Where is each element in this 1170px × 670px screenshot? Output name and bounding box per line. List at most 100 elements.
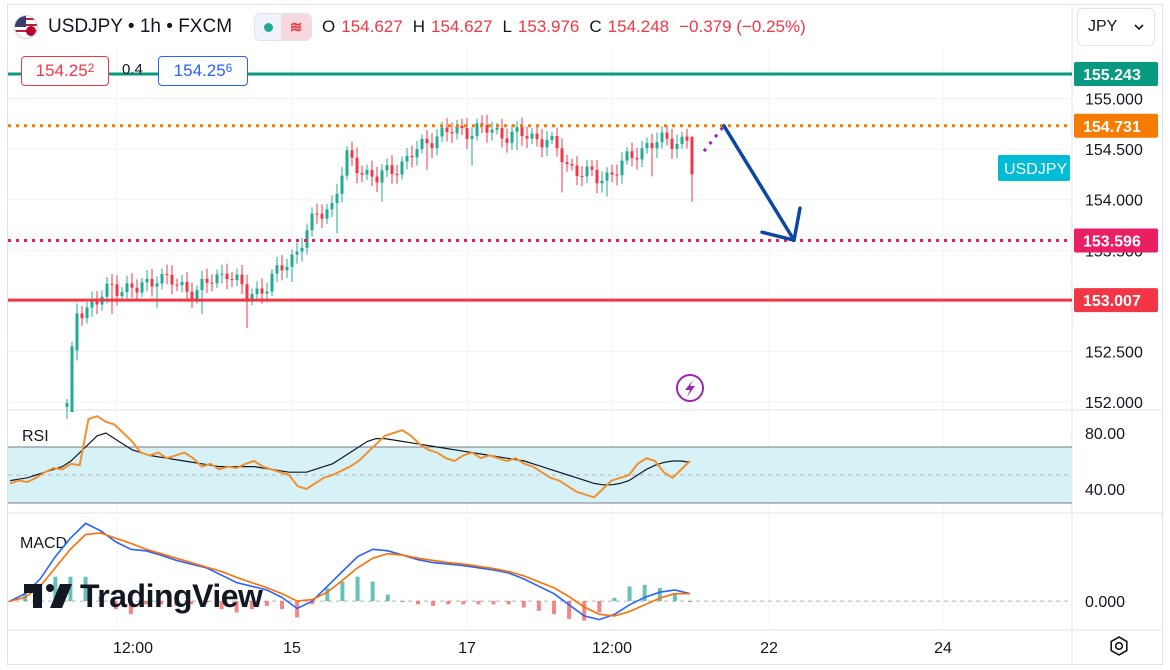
macd-axis-tick-label: 0.000 bbox=[1085, 594, 1125, 611]
candle-body bbox=[230, 279, 234, 281]
brand-logo[interactable]: TradingView bbox=[24, 578, 263, 614]
projection-arrow-head bbox=[760, 206, 802, 242]
macd-histogram-bar bbox=[385, 594, 390, 602]
macd-histogram-bar bbox=[310, 601, 315, 605]
macd-histogram-bar bbox=[567, 601, 572, 620]
candle-body bbox=[425, 138, 429, 144]
wave-icon: ≋ bbox=[281, 14, 312, 40]
market-status-pill[interactable]: ≋ bbox=[254, 13, 313, 41]
symbol-title[interactable]: USDJPY • 1h • FXCM bbox=[48, 16, 232, 38]
projection-arrow-line bbox=[722, 124, 796, 242]
candle-body bbox=[645, 143, 649, 149]
level-price-label: 153.596 bbox=[1083, 234, 1141, 251]
candle-body bbox=[240, 274, 244, 285]
macd-histogram-bar bbox=[68, 576, 73, 602]
candle-body bbox=[110, 283, 114, 285]
candle-body bbox=[420, 138, 424, 150]
level-price-badge bbox=[1074, 61, 1158, 86]
candle-body bbox=[65, 402, 69, 407]
candle-body bbox=[135, 287, 139, 293]
macd-histogram-bar bbox=[431, 601, 436, 606]
candle-body bbox=[220, 273, 224, 275]
macd-histogram-bar bbox=[642, 584, 647, 602]
candle-body bbox=[365, 170, 369, 175]
level-price-label: 155.243 bbox=[1083, 67, 1141, 84]
candle-body bbox=[140, 282, 144, 293]
candle-body bbox=[375, 176, 379, 183]
symbol-price-tag bbox=[998, 155, 1070, 181]
low-label: L bbox=[502, 17, 512, 36]
candle-body bbox=[410, 155, 414, 158]
candle-body bbox=[160, 274, 164, 284]
lightning-icon bbox=[685, 380, 695, 397]
candle-body bbox=[170, 274, 174, 285]
price-axis-tick-label: 155.000 bbox=[1085, 92, 1143, 109]
interval-label: 1h bbox=[139, 16, 161, 37]
candle-body bbox=[290, 254, 294, 267]
time-axis-tick-label: 17 bbox=[458, 640, 476, 657]
currency-select[interactable]: JPY bbox=[1077, 8, 1155, 46]
macd-histogram-bar bbox=[476, 601, 481, 605]
macd-histogram-bar bbox=[657, 588, 662, 602]
candle-body bbox=[335, 193, 339, 204]
candle-body bbox=[400, 161, 404, 175]
buy-price: 154.25 bbox=[173, 61, 226, 80]
candle-body bbox=[520, 127, 524, 137]
candle-body bbox=[260, 288, 264, 294]
candle-body bbox=[630, 151, 634, 158]
candle-body bbox=[185, 282, 189, 292]
candle-body bbox=[235, 274, 239, 281]
candle-body bbox=[415, 149, 419, 158]
candle-body bbox=[670, 138, 674, 149]
candle-body bbox=[430, 143, 434, 149]
macd-histogram-bar bbox=[582, 601, 587, 621]
candle-body bbox=[450, 131, 454, 134]
candle-body bbox=[90, 300, 94, 308]
candle-body bbox=[145, 278, 149, 283]
macd-histogram-bar bbox=[219, 601, 224, 610]
buy-button[interactable]: 154.25 6 bbox=[158, 56, 248, 86]
chevron-down-icon bbox=[1134, 24, 1144, 31]
candle-body bbox=[465, 128, 469, 139]
signal-line bbox=[9, 532, 690, 617]
candle-body bbox=[455, 125, 459, 134]
candle-body bbox=[690, 136, 694, 175]
sell-button[interactable]: 154.25 2 bbox=[21, 56, 109, 86]
candle-body bbox=[500, 127, 504, 139]
candle-body bbox=[315, 213, 319, 215]
ohlc-values: O 154.627 H 154.627 L 153.976 C 154.248 −0.3… bbox=[322, 17, 810, 37]
macd-histogram-bar bbox=[53, 576, 58, 602]
projection-dotted-line bbox=[702, 124, 726, 153]
candle-body bbox=[275, 265, 279, 274]
candle-body bbox=[585, 166, 589, 177]
macd-histogram-bar bbox=[234, 601, 239, 613]
candle-body bbox=[445, 127, 449, 132]
candle-body bbox=[685, 136, 689, 141]
close-label: C bbox=[589, 17, 602, 36]
macd-histogram-bar bbox=[113, 601, 118, 610]
candle-body bbox=[320, 213, 324, 219]
candle-body bbox=[655, 142, 659, 149]
candle-body bbox=[270, 273, 274, 292]
time-axis-tick-label: 12:00 bbox=[592, 640, 632, 657]
macd-histogram-bar bbox=[204, 601, 209, 603]
candle-body bbox=[265, 291, 269, 294]
macd-histogram-bar bbox=[416, 601, 420, 605]
candle-body bbox=[285, 266, 289, 271]
candle-body bbox=[70, 346, 74, 413]
candle-body bbox=[180, 282, 184, 286]
candle-body bbox=[120, 292, 124, 297]
macd-histogram-bar bbox=[249, 601, 254, 610]
candle-body bbox=[515, 127, 519, 132]
spread-value: 0.4 bbox=[122, 61, 143, 78]
candle-body bbox=[665, 132, 669, 139]
gear-icon[interactable] bbox=[1107, 634, 1131, 658]
candle-body bbox=[635, 157, 639, 160]
sell-price: 154.25 bbox=[35, 61, 88, 80]
price-axis-tick-label: 154.000 bbox=[1085, 193, 1143, 210]
rsi-ma-line bbox=[9, 432, 691, 486]
open-label: O bbox=[322, 17, 336, 36]
macd-histogram-bar bbox=[340, 581, 345, 602]
candle-body bbox=[650, 143, 654, 149]
